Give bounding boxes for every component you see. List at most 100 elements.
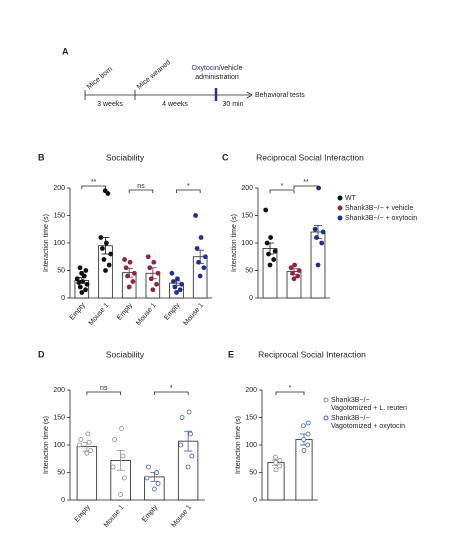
- panel-letter: C: [222, 152, 229, 162]
- data-point: [172, 284, 178, 290]
- data-point: [104, 240, 109, 246]
- data-point: [301, 448, 307, 453]
- significance-label: **: [91, 179, 97, 186]
- data-point: [296, 268, 302, 273]
- y-tick-label: 50: [249, 469, 257, 476]
- data-point: [305, 420, 311, 426]
- y-tick-label: 100: [245, 442, 257, 449]
- data-point: [268, 235, 274, 240]
- end-label: Behavioral tests: [255, 92, 305, 99]
- data-point: [320, 229, 326, 235]
- data-point: [150, 287, 156, 293]
- legend-label: Shank3B−/− + oxytocin: [345, 215, 417, 222]
- y-tick-label: 50: [245, 267, 253, 274]
- panel-letter: D: [38, 349, 45, 359]
- data-point: [273, 454, 278, 460]
- data-point: [120, 453, 126, 459]
- data-point: [267, 262, 273, 268]
- data-point: [194, 246, 200, 251]
- data-point: [203, 254, 208, 260]
- data-point: [145, 254, 151, 260]
- data-point: [88, 448, 93, 453]
- interval-label: 3 weeks: [97, 101, 123, 108]
- data-point: [288, 265, 294, 271]
- data-point: [305, 431, 311, 437]
- data-point: [175, 276, 180, 282]
- data-point: [103, 268, 108, 273]
- event-label: Mice weaned: [136, 59, 172, 91]
- data-point: [126, 284, 132, 290]
- x-tick-label: Mouse 1: [182, 302, 205, 327]
- data-point: [123, 265, 129, 271]
- data-point: [148, 276, 154, 282]
- data-point: [314, 235, 319, 240]
- data-point: [145, 464, 151, 470]
- significance-label: **: [303, 179, 309, 186]
- data-point: [305, 442, 311, 448]
- data-point: [263, 207, 269, 213]
- legend-label: Shank3B−/− + vehicle: [345, 205, 413, 212]
- x-tick-label: Empty: [69, 302, 87, 322]
- data-point: [201, 265, 207, 271]
- data-point: [132, 270, 137, 276]
- data-point: [98, 235, 104, 240]
- bar: [262, 248, 278, 299]
- legend-marker: [337, 205, 343, 211]
- significance-label: ns: [137, 183, 145, 190]
- data-point: [178, 442, 184, 448]
- significance-bracket: [176, 189, 201, 193]
- interval-label: 4 weeks: [162, 101, 188, 108]
- timeline-arrow: [246, 91, 253, 99]
- data-point: [273, 460, 279, 466]
- data-point: [154, 470, 160, 475]
- data-point: [84, 281, 90, 287]
- panel-letter: E: [228, 349, 234, 359]
- x-tick-label: Empty: [74, 504, 92, 524]
- chart-title: Reciprocal Social Interaction: [258, 349, 366, 359]
- y-tick-label: 150: [53, 414, 65, 421]
- data-point: [316, 185, 322, 191]
- y-tick-label: 200: [241, 185, 253, 192]
- y-tick-label: 0: [249, 295, 253, 302]
- x-tick-label: Mouse 1: [103, 504, 126, 529]
- data-point: [312, 226, 318, 232]
- data-point: [291, 276, 297, 282]
- y-tick-label: 50: [57, 469, 65, 476]
- data-point: [155, 270, 161, 276]
- panel-letter: B: [38, 152, 45, 162]
- legend-label: Shank3B−/−: [331, 415, 370, 422]
- y-tick-label: 150: [53, 212, 65, 219]
- legend-label: WT: [345, 195, 357, 202]
- y-tick-label: 200: [53, 387, 65, 394]
- legend-label: Vagotomized + oxytocin: [331, 423, 405, 430]
- data-point: [292, 262, 298, 268]
- treatment-suffix: /vehicle: [219, 65, 243, 72]
- x-tick-label: Empty: [116, 302, 134, 322]
- x-tick-label: Mouse 1: [170, 504, 193, 529]
- legend-marker: [323, 397, 329, 403]
- data-point: [264, 240, 270, 246]
- legend-label: Shank3B−/−: [331, 397, 370, 404]
- data-point: [271, 257, 277, 262]
- data-point: [155, 481, 161, 486]
- significance-label: *: [187, 183, 190, 190]
- data-point: [198, 235, 204, 240]
- data-point: [112, 437, 118, 442]
- y-tick-label: 150: [245, 414, 257, 421]
- data-point: [151, 259, 157, 265]
- data-point: [105, 191, 111, 196]
- data-point: [188, 431, 193, 437]
- data-point: [196, 259, 202, 265]
- y-tick-label: 100: [53, 442, 65, 449]
- data-point: [110, 464, 116, 470]
- data-point: [130, 279, 136, 284]
- significance-label: *: [289, 385, 292, 392]
- x-tick-label: Empty: [163, 302, 181, 322]
- y-tick-label: 200: [53, 185, 65, 192]
- legend-label: Vagotomized + L. reuteri: [331, 405, 407, 412]
- data-point: [81, 273, 87, 279]
- data-point: [277, 457, 283, 463]
- data-point: [78, 437, 84, 442]
- chart-title: Reciprocal Social Interaction: [256, 152, 364, 162]
- data-point: [102, 188, 108, 194]
